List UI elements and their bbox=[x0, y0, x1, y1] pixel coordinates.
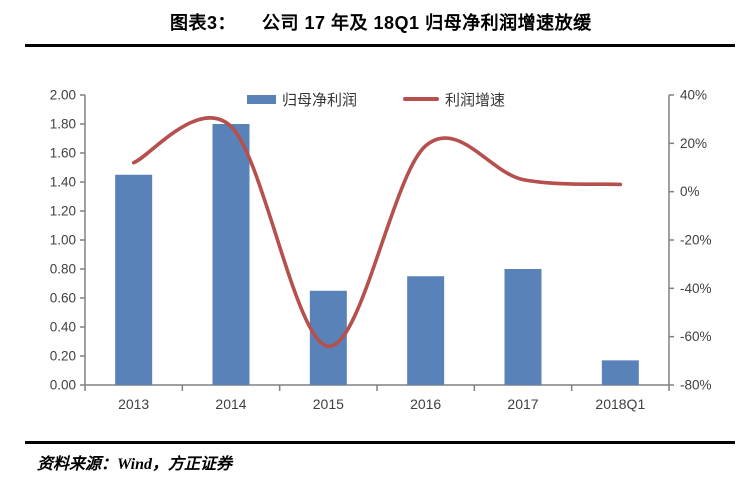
figure-title: 图表3： 公司 17 年及 18Q1 归母净利润增速放缓 bbox=[170, 9, 592, 35]
y-left-tick-label: 0.20 bbox=[50, 349, 76, 364]
x-tick-label: 2013 bbox=[118, 396, 149, 412]
y-right-tick-label: -60% bbox=[680, 329, 712, 344]
y-left-tick-label: 1.20 bbox=[50, 204, 76, 219]
y-left-tick-label: 0.00 bbox=[50, 378, 76, 393]
y-right-tick-label: -20% bbox=[680, 233, 712, 248]
title-divider bbox=[25, 44, 735, 47]
y-left-tick-label: 1.00 bbox=[50, 233, 76, 248]
y-right-tick-label: 40% bbox=[680, 88, 707, 103]
bar-2014 bbox=[212, 124, 250, 385]
line-series-label: 利润增速 bbox=[445, 91, 506, 109]
y-right-tick-label: 20% bbox=[680, 136, 707, 151]
growth-rate-line bbox=[131, 116, 623, 349]
y-left-tick-label: 0.80 bbox=[50, 262, 76, 277]
bar-series-label: 归母净利润 bbox=[282, 91, 358, 109]
x-tick-label: 2015 bbox=[313, 396, 344, 412]
y-left-tick-label: 2.00 bbox=[50, 88, 76, 103]
y-left-tick-label: 0.40 bbox=[50, 320, 76, 335]
line-series-swatch bbox=[403, 97, 440, 101]
bar-2018Q1 bbox=[601, 360, 639, 385]
bar-series-swatch bbox=[247, 94, 276, 104]
x-tick-label: 2014 bbox=[215, 396, 246, 412]
bar-2016 bbox=[407, 276, 445, 385]
y-left-tick-label: 1.80 bbox=[50, 117, 76, 132]
x-tick-label: 2018Q1 bbox=[595, 396, 645, 412]
source-note: 资料来源：Wind，方正证券 bbox=[37, 456, 232, 473]
x-tick-label: 2017 bbox=[507, 396, 538, 412]
chart-legend: 归母净利润 利润增速 bbox=[247, 89, 505, 109]
bar-2013 bbox=[115, 174, 153, 385]
y-left-tick-label: 1.40 bbox=[50, 175, 76, 190]
y-left-tick-label: 0.60 bbox=[50, 291, 76, 306]
y-right-tick-label: 0% bbox=[680, 184, 700, 199]
x-tick-label: 2016 bbox=[410, 396, 441, 412]
bar-2017 bbox=[504, 269, 542, 385]
y-right-tick-label: -80% bbox=[680, 378, 712, 393]
figure-title-text: 公司 17 年及 18Q1 归母净利润增速放缓 bbox=[262, 13, 592, 33]
y-left-tick-label: 1.60 bbox=[50, 146, 76, 161]
y-right-tick-label: -40% bbox=[680, 281, 712, 296]
figure-number-label: 图表3： bbox=[170, 13, 237, 33]
source-divider bbox=[25, 441, 735, 444]
